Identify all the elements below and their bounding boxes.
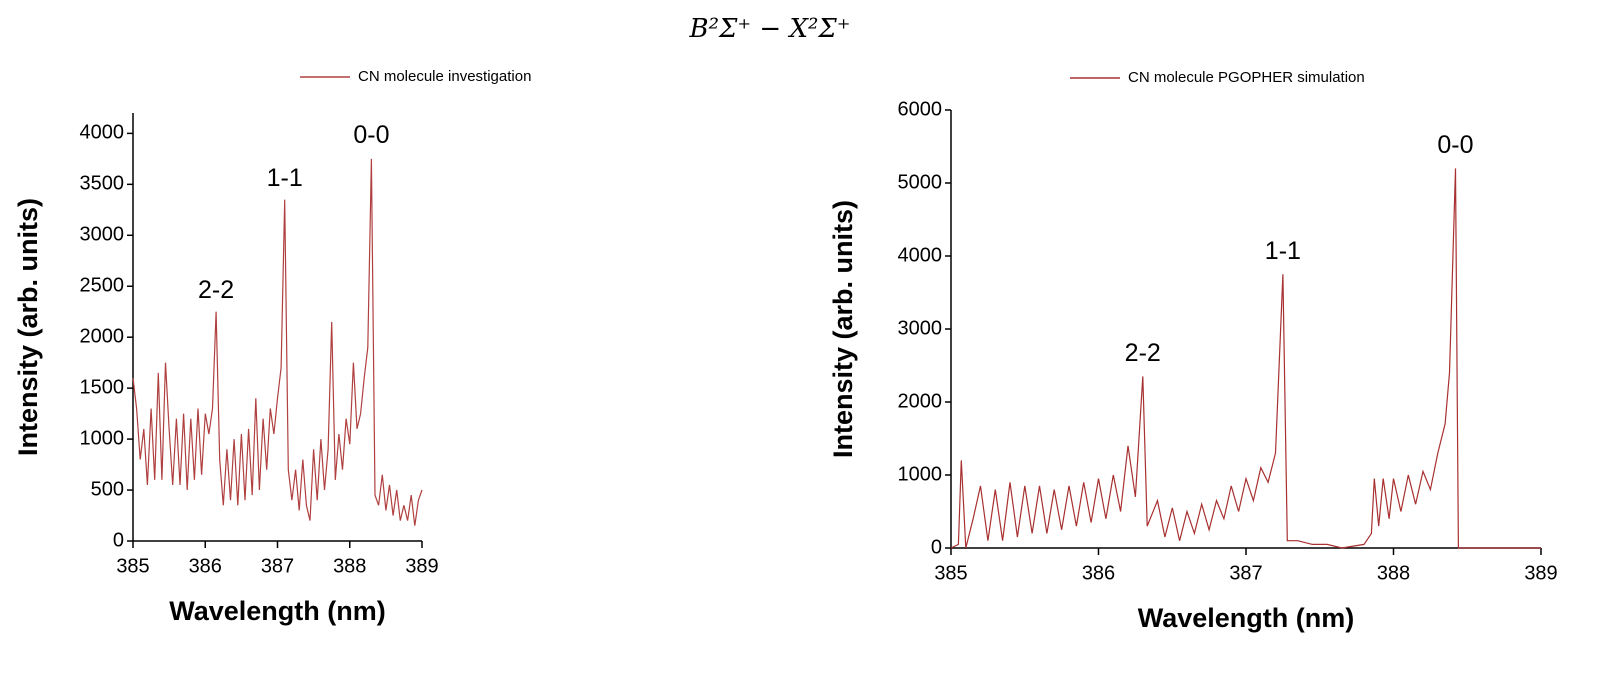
- y-tick-label: 0: [113, 529, 124, 551]
- x-tick-label: 388: [333, 555, 366, 577]
- x-tick-label: 387: [1229, 562, 1262, 584]
- x-tick-label: 386: [189, 555, 222, 577]
- line-series: [132, 158, 423, 526]
- y-axis-label: Intensity (arb. units): [13, 198, 43, 456]
- x-tick-label: 389: [405, 555, 438, 577]
- y-tick-label: 3000: [80, 224, 125, 246]
- y-tick-label: 1000: [898, 463, 943, 485]
- annotation: 2-2: [1125, 339, 1161, 367]
- y-tick-label: 1000: [80, 427, 125, 449]
- y-tick-label: 6000: [898, 98, 943, 120]
- y-tick-label: 500: [91, 478, 124, 500]
- annotation: 1-1: [1265, 237, 1301, 265]
- legend-label: CN molecule PGOPHER simulation: [1128, 69, 1365, 86]
- figure-title: B²Σ⁺ − X²Σ⁺: [689, 14, 851, 44]
- x-axis-label: Wavelength (nm): [1138, 603, 1355, 633]
- y-tick-label: 5000: [898, 171, 943, 193]
- y-tick-label: 4000: [80, 122, 125, 144]
- line-series: [950, 168, 1541, 549]
- annotation: 0-0: [1437, 131, 1473, 159]
- y-tick-label: 4000: [898, 244, 943, 266]
- y-tick-label: 3500: [80, 173, 125, 195]
- y-tick-label: 3000: [898, 317, 943, 339]
- annotation: 1-1: [267, 164, 303, 192]
- y-tick-label: 2000: [898, 390, 943, 412]
- y-tick-label: 2500: [80, 275, 125, 297]
- annotation: 0-0: [353, 121, 389, 149]
- x-tick-label: 389: [1524, 562, 1557, 584]
- x-tick-label: 385: [934, 562, 967, 584]
- y-tick-label: 2000: [80, 325, 125, 347]
- x-tick-label: 385: [116, 555, 149, 577]
- y-tick-label: 0: [931, 536, 942, 558]
- x-tick-label: 386: [1082, 562, 1115, 584]
- y-tick-label: 1500: [80, 376, 125, 398]
- x-tick-label: 387: [261, 555, 294, 577]
- y-axis-label: Intensity (arb. units): [828, 200, 858, 458]
- x-axis-label: Wavelength (nm): [169, 596, 386, 626]
- x-tick-label: 388: [1377, 562, 1410, 584]
- annotation: 2-2: [198, 276, 234, 304]
- legend-label: CN molecule investigation: [358, 68, 531, 85]
